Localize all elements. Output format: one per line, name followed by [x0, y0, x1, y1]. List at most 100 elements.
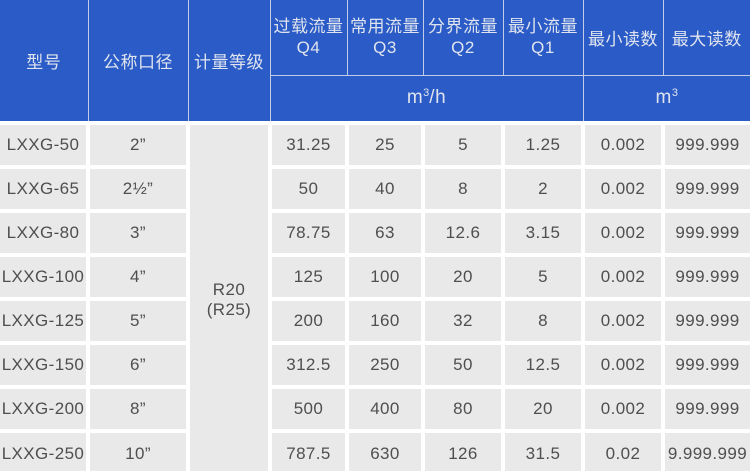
- cell-q4: 50: [268, 165, 349, 213]
- header-q1-title: 最小流量: [508, 17, 578, 36]
- cell-min-reading: 0.002: [581, 385, 665, 433]
- table-row: LXXG-125 5” 200 160 32 8 0.002 999.999: [0, 297, 750, 345]
- cell-max-reading: 999.999: [661, 209, 750, 257]
- cell-q2: 50: [421, 341, 505, 389]
- header-row-2: m3/h m3: [0, 74, 750, 124]
- cell-q1: 2: [501, 165, 585, 213]
- table-header: 型号 公称口径 计量等级 过载流量 Q4 常用流量 Q3 分界流量 Q2 最小流…: [0, 0, 750, 124]
- header-min-reading: 最小读数: [582, 0, 664, 76]
- cell-metering-grade: R20 (R25): [186, 121, 272, 471]
- cell-diameter: 8”: [86, 385, 190, 433]
- cell-q4: 31.25: [268, 121, 349, 169]
- cell-model: LXXG-65: [0, 165, 90, 213]
- cell-model: LXXG-200: [0, 385, 90, 433]
- cell-q1: 12.5: [501, 341, 585, 389]
- cell-min-reading: 0.002: [581, 341, 665, 389]
- cell-q2: 8: [421, 165, 505, 213]
- cell-min-reading: 0.002: [581, 121, 665, 169]
- cell-q3: 63: [345, 209, 425, 257]
- cell-q3: 250: [345, 341, 425, 389]
- cell-q1: 31.5: [501, 429, 585, 471]
- cell-max-reading: 999.999: [661, 121, 750, 169]
- cell-min-reading: 0.002: [581, 253, 665, 301]
- cell-q3: 40: [345, 165, 425, 213]
- table-row: LXXG-80 3” 78.75 63 12.6 3.15 0.002 999.…: [0, 209, 750, 257]
- header-q4-symbol: Q4: [296, 38, 321, 58]
- header-reading-unit: m3: [582, 74, 750, 124]
- cell-min-reading: 0.002: [581, 165, 665, 213]
- cell-model: LXXG-80: [0, 209, 90, 257]
- table-body: LXXG-50 2” R20 (R25) 31.25 25 5 1.25 0.0…: [0, 121, 750, 471]
- cell-q2: 32: [421, 297, 505, 345]
- header-diameter: 公称口径: [87, 0, 189, 124]
- cell-model: LXXG-250: [0, 429, 90, 471]
- header-common-flow-q3: 常用流量 Q3: [346, 0, 424, 76]
- table-row: LXXG-150 6” 312.5 250 50 12.5 0.002 999.…: [0, 341, 750, 389]
- cell-max-reading: 999.999: [661, 165, 750, 213]
- cell-model: LXXG-125: [0, 297, 90, 345]
- cell-q1: 8: [501, 297, 585, 345]
- flow-unit-rest: /h: [429, 87, 447, 109]
- cell-min-reading: 0.002: [581, 297, 665, 345]
- cell-diameter: 3”: [86, 209, 190, 257]
- cell-max-reading: 999.999: [661, 297, 750, 345]
- header-flow-unit: m3/h: [270, 74, 584, 124]
- cell-q2: 126: [421, 429, 505, 471]
- header-q3-title: 常用流量: [350, 17, 420, 36]
- cell-max-reading: 999.999: [661, 341, 750, 389]
- cell-q1: 1.25: [501, 121, 585, 169]
- cell-q3: 25: [345, 121, 425, 169]
- cell-q3: 100: [345, 253, 425, 301]
- cell-q1: 20: [501, 385, 585, 433]
- cell-q4: 200: [268, 297, 349, 345]
- header-metering-grade: 计量等级: [187, 0, 271, 124]
- cell-q4: 500: [268, 385, 349, 433]
- cell-min-reading: 0.002: [581, 209, 665, 257]
- cell-q1: 3.15: [501, 209, 585, 257]
- cell-diameter: 10”: [86, 429, 190, 471]
- header-q3-symbol: Q3: [373, 38, 397, 58]
- cell-q3: 630: [345, 429, 425, 471]
- cell-max-reading: 999.999: [661, 385, 750, 433]
- cell-model: LXXG-50: [0, 121, 90, 169]
- reading-unit-base: m: [655, 87, 672, 109]
- header-model: 型号: [0, 0, 89, 124]
- header-max-reading: 最大读数: [662, 0, 750, 76]
- table-row: LXXG-65 2½” 50 40 8 2 0.002 999.999: [0, 165, 750, 213]
- header-overload-flow-q4: 过载流量 Q4: [269, 0, 348, 76]
- flow-unit-base: m: [406, 87, 424, 109]
- header-q1-symbol: Q1: [531, 38, 555, 58]
- header-min-flow-q1: 最小流量 Q1: [502, 0, 584, 76]
- cell-q3: 160: [345, 297, 425, 345]
- table-row: LXXG-100 4” 125 100 20 5 0.002 999.999: [0, 253, 750, 301]
- header-transition-flow-q2: 分界流量 Q2: [422, 0, 504, 76]
- reading-unit-sup: 3: [671, 87, 678, 100]
- table-row: LXXG-50 2” R20 (R25) 31.25 25 5 1.25 0.0…: [0, 121, 750, 471]
- header-row-1: 型号 公称口径 计量等级 过载流量 Q4 常用流量 Q3 分界流量 Q2 最小流…: [0, 0, 750, 124]
- header-q2-title: 分界流量: [428, 17, 498, 36]
- cell-diameter: 2½”: [86, 165, 190, 213]
- cell-max-reading: 9.999.999: [661, 429, 750, 471]
- table-row: LXXG-250 10” 787.5 630 126 31.5 0.02 9.9…: [0, 429, 750, 471]
- cell-q4: 125: [268, 253, 349, 301]
- cell-q2: 5: [421, 121, 505, 169]
- cell-q4: 78.75: [268, 209, 349, 257]
- header-q2-symbol: Q2: [451, 38, 475, 58]
- cell-min-reading: 0.02: [581, 429, 665, 471]
- cell-model: LXXG-150: [0, 341, 90, 389]
- cell-q4: 312.5: [268, 341, 349, 389]
- cell-max-reading: 999.999: [661, 253, 750, 301]
- cell-model: LXXG-100: [0, 253, 90, 301]
- cell-q3: 400: [345, 385, 425, 433]
- header-q4-title: 过载流量: [273, 17, 344, 36]
- cell-diameter: 5”: [86, 297, 190, 345]
- cell-diameter: 4”: [86, 253, 190, 301]
- cell-q2: 80: [421, 385, 505, 433]
- cell-diameter: 2”: [86, 121, 190, 169]
- cell-q4: 787.5: [268, 429, 349, 471]
- cell-q1: 5: [501, 253, 585, 301]
- cell-q2: 12.6: [421, 209, 505, 257]
- flow-unit-sup: 3: [423, 87, 430, 100]
